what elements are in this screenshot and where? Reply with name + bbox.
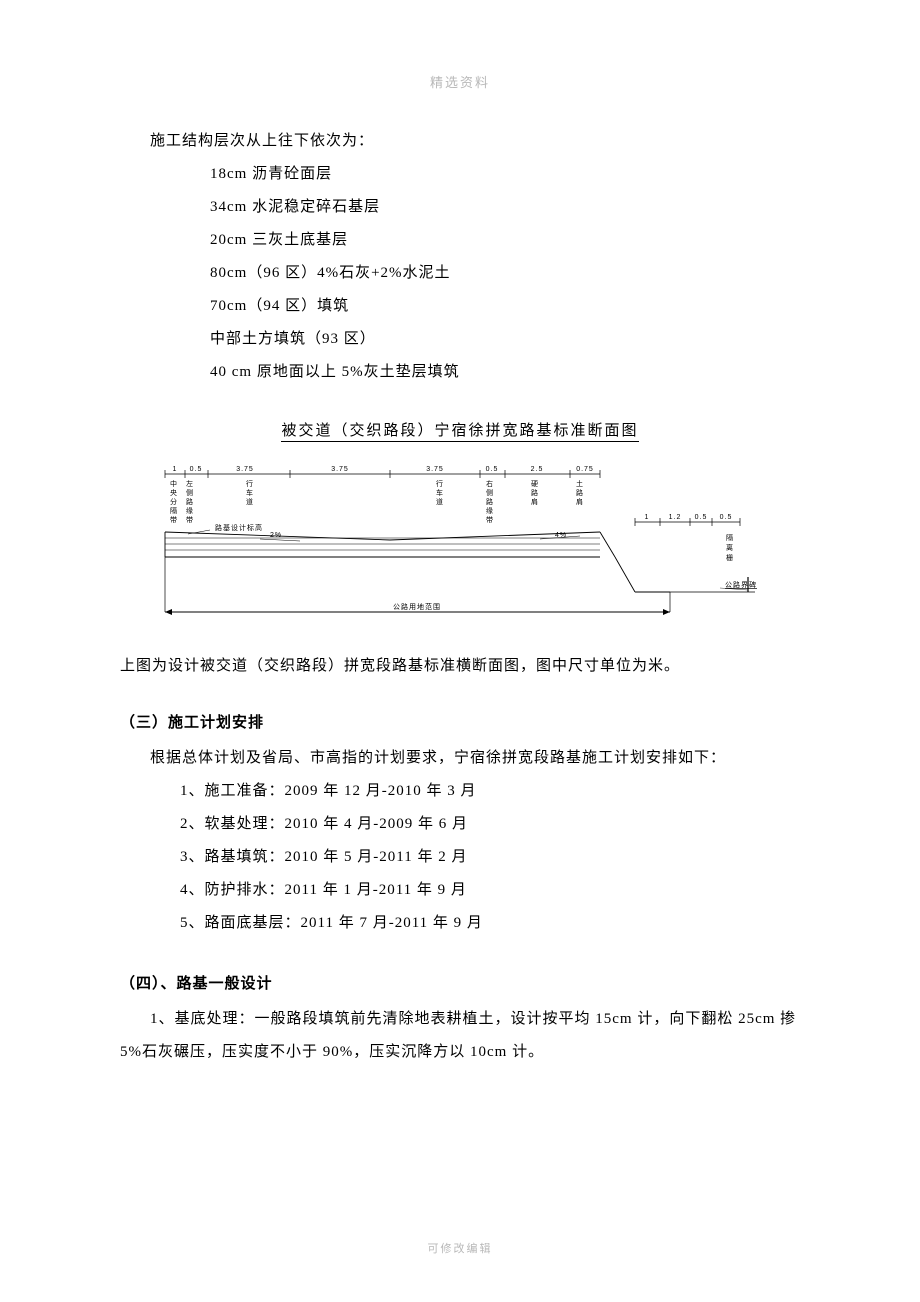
bottom-caption: 公路用地范围 bbox=[393, 602, 441, 611]
svg-text:车: 车 bbox=[246, 488, 254, 497]
section3-heading: （三）施工计划安排 bbox=[120, 707, 800, 740]
dim-4: 3.75 bbox=[426, 466, 444, 473]
svg-text:离: 离 bbox=[726, 543, 734, 552]
svg-text:隔: 隔 bbox=[726, 533, 734, 542]
dim-3: 3.75 bbox=[331, 466, 349, 473]
layer-3: 80cm（96 区）4%石灰+2%水泥土 bbox=[120, 257, 800, 290]
svg-text:隔: 隔 bbox=[170, 506, 178, 515]
svg-text:路: 路 bbox=[531, 488, 539, 497]
svg-text:栅: 栅 bbox=[726, 553, 734, 562]
svg-text:带: 带 bbox=[486, 516, 494, 524]
layer-1: 34cm 水泥稳定碎石基层 bbox=[120, 191, 800, 224]
svg-text:带: 带 bbox=[170, 516, 178, 524]
rdim-0: 1 bbox=[645, 514, 650, 521]
intro-line: 施工结构层次从上往下依次为： bbox=[120, 125, 800, 158]
svg-text:肩: 肩 bbox=[531, 497, 539, 506]
dim-7: 0.75 bbox=[576, 466, 594, 473]
dim-1: 0.5 bbox=[190, 466, 203, 473]
section4-heading: （四）、路基一般设计 bbox=[120, 968, 800, 1001]
slope-left: 2% bbox=[270, 532, 282, 539]
page-footer: 可修改编辑 bbox=[0, 1240, 920, 1256]
rdim-3: 0.5 bbox=[720, 514, 733, 521]
layer-2: 20cm 三灰土底基层 bbox=[120, 224, 800, 257]
svg-text:路: 路 bbox=[486, 497, 494, 506]
section4-para: 1、基底处理：一般路段填筑前先清除地表耕植土，设计按平均 15cm 计，向下翻松… bbox=[120, 1003, 800, 1069]
diagram-caption: 上图为设计被交道（交织路段）拼宽段路基标准横断面图，图中尺寸单位为米。 bbox=[120, 650, 800, 683]
diagram-svg: 1 0.5 3.75 3.75 3.75 0.5 2.5 0.75 1 1.2 … bbox=[160, 462, 760, 632]
rdim-2: 0.5 bbox=[695, 514, 708, 521]
dim-2: 3.75 bbox=[236, 466, 254, 473]
svg-text:左: 左 bbox=[186, 479, 194, 488]
svg-text:道: 道 bbox=[436, 497, 444, 506]
svg-text:路: 路 bbox=[576, 488, 584, 497]
svg-text:行: 行 bbox=[436, 479, 444, 488]
layer-6: 40 cm 原地面以上 5%灰土垫层填筑 bbox=[120, 356, 800, 389]
svg-text:侧: 侧 bbox=[186, 488, 194, 497]
layer-4: 70cm（94 区）填筑 bbox=[120, 290, 800, 323]
svg-text:道: 道 bbox=[246, 497, 254, 506]
layer-5: 中部土方填筑（93 区） bbox=[120, 323, 800, 356]
diagram-title-text: 被交道（交织路段）宁宿徐拼宽路基标准断面图 bbox=[281, 423, 638, 442]
svg-text:硬: 硬 bbox=[531, 480, 539, 488]
sched-0: 1、施工准备：2009 年 12 月-2010 年 3 月 bbox=[120, 775, 800, 808]
sched-2: 3、路基填筑：2010 年 5 月-2011 年 2 月 bbox=[120, 841, 800, 874]
design-elev-label: 路基设计标高 bbox=[215, 523, 263, 532]
main-content: 施工结构层次从上往下依次为： 18cm 沥青砼面层 34cm 水泥稳定碎石基层 … bbox=[120, 125, 800, 1069]
dim-5: 0.5 bbox=[486, 466, 499, 473]
diagram-title: 被交道（交织路段）宁宿徐拼宽路基标准断面图 bbox=[120, 415, 800, 448]
svg-text:路: 路 bbox=[186, 497, 194, 506]
sched-4: 5、路面底基层：2011 年 7 月-2011 年 9 月 bbox=[120, 907, 800, 940]
svg-text:肩: 肩 bbox=[576, 497, 584, 506]
dim-6: 2.5 bbox=[531, 466, 544, 473]
dim-0: 1 bbox=[173, 466, 178, 473]
svg-text:行: 行 bbox=[246, 479, 254, 488]
svg-text:央: 央 bbox=[170, 488, 178, 497]
section3-para: 根据总体计划及省局、市高指的计划要求，宁宿徐拼宽段路基施工计划安排如下： bbox=[120, 742, 800, 775]
rdim-1: 1.2 bbox=[669, 514, 682, 521]
svg-text:中: 中 bbox=[170, 479, 178, 488]
sched-1: 2、软基处理：2010 年 4 月-2009 年 6 月 bbox=[120, 808, 800, 841]
page-header: 精选资料 bbox=[0, 72, 920, 91]
sched-3: 4、防护排水：2011 年 1 月-2011 年 9 月 bbox=[120, 874, 800, 907]
svg-text:分: 分 bbox=[170, 497, 178, 506]
layer-0: 18cm 沥青砼面层 bbox=[120, 158, 800, 191]
svg-text:车: 车 bbox=[436, 488, 444, 497]
right-bottom-label: 公路界碑 bbox=[725, 580, 757, 589]
svg-text:缘: 缘 bbox=[486, 506, 494, 515]
svg-text:侧: 侧 bbox=[486, 488, 494, 497]
svg-text:缘: 缘 bbox=[186, 506, 194, 515]
svg-text:右: 右 bbox=[486, 479, 494, 488]
cross-section-diagram: 1 0.5 3.75 3.75 3.75 0.5 2.5 0.75 1 1.2 … bbox=[160, 462, 760, 632]
svg-text:带: 带 bbox=[186, 516, 194, 524]
svg-text:土: 土 bbox=[576, 479, 584, 488]
